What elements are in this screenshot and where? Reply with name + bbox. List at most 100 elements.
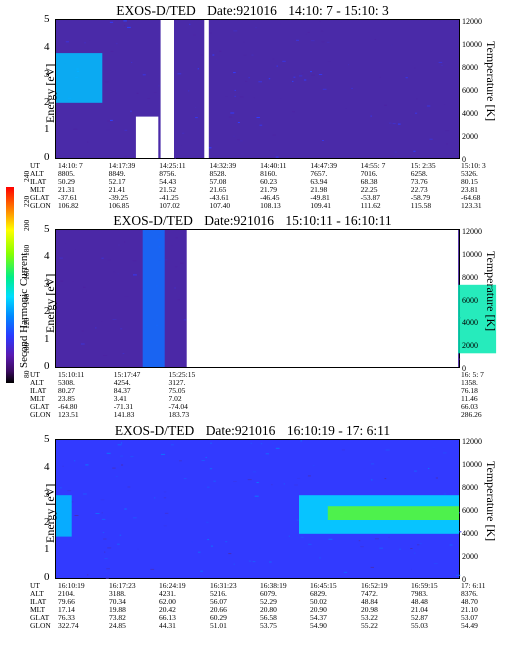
spectrogram-texture <box>268 78 271 80</box>
ephemeris-cell: 21.65 <box>209 185 227 194</box>
spectrogram-texture <box>103 355 108 357</box>
spectrogram-texture <box>109 21 114 23</box>
spectrogram-texture <box>85 464 89 466</box>
spectrogram-texture <box>140 287 145 289</box>
spectrogram-texture <box>294 484 298 486</box>
ephemeris-cell: 3127. <box>168 378 186 387</box>
spectrogram-texture <box>429 138 433 140</box>
ephemeris-row-label: GLON <box>30 621 51 630</box>
ephemeris-cell: 17: 6:11 <box>461 581 486 590</box>
spectrogram-texture <box>207 539 209 541</box>
spectrogram-texture <box>319 557 321 559</box>
spectrogram-texture <box>175 237 178 239</box>
y-tick-label: 2 <box>44 305 50 318</box>
y2-tick-label: 10000 <box>462 40 482 49</box>
y-tick-label: 0 <box>44 571 50 583</box>
spectrogram-texture <box>188 90 190 92</box>
spectrogram-texture <box>107 547 112 549</box>
spectrogram-texture <box>283 483 285 485</box>
ephemeris-row-label: UT <box>30 581 40 590</box>
spectrogram-texture <box>91 249 96 251</box>
ephemeris-cell: 106.85 <box>108 201 130 210</box>
ephemeris-row: GLAT -37.61 -39.25 -41.25 -43.61 -46.45 -49.81… <box>0 194 505 202</box>
spectrogram-texture <box>115 475 118 477</box>
ephemeris-row-label: GLAT <box>30 613 50 622</box>
spectrogram-texture <box>237 139 240 141</box>
spectrogram-texture <box>130 456 134 458</box>
ephemeris-cell: 15: 2:35 <box>410 161 436 170</box>
y-tick-label: 5 <box>44 433 50 445</box>
spectrogram-texture <box>318 74 323 75</box>
spectrogram-texture <box>433 563 438 565</box>
colorbar-gradient <box>6 187 14 383</box>
panel-title-date: Date:921016 <box>205 423 276 438</box>
ephemeris-cell: -39.25 <box>108 193 129 202</box>
spectrogram-texture <box>112 271 116 273</box>
ephemeris-cell: 51.01 <box>209 621 227 630</box>
spectrogram-texture <box>358 540 361 542</box>
spectrogram-texture <box>292 80 294 82</box>
ephemeris-row-label: GLAT <box>30 193 50 202</box>
spectrogram-texture <box>344 108 347 110</box>
spectrogram-texture <box>242 41 245 43</box>
ephemeris-cell: 75.05 <box>168 386 186 395</box>
y-tick-label: 3 <box>44 488 50 501</box>
spectrogram-texture <box>171 444 174 446</box>
ephemeris-row-label: ALT <box>30 169 44 178</box>
ephemeris-cell: 115.58 <box>410 201 432 210</box>
spectrogram-texture <box>174 287 176 289</box>
spectrogram-texture <box>185 518 188 520</box>
spectrogram-texture <box>414 470 417 472</box>
spectrogram-texture <box>268 150 271 152</box>
spectrogram-texture <box>95 513 100 514</box>
spectrogram-texture <box>72 281 75 283</box>
panel-title: EXOS-D/TED Date:921016 14:10: 7 - 15:10:… <box>0 3 505 18</box>
ephemeris-cell: 7657. <box>310 169 328 178</box>
spectrogram-texture <box>271 484 273 486</box>
spectrogram-texture <box>117 273 119 275</box>
spectrogram-texture <box>341 449 345 451</box>
spectrogram-texture <box>197 68 199 70</box>
ephemeris-row: MLT 23.85 3.41 7.02 11.46 <box>0 395 505 403</box>
spectrogram-texture <box>56 293 60 295</box>
spectrogram-texture <box>81 330 84 332</box>
spectrogram-texture <box>127 486 131 488</box>
ephemeris-cell: 20.90 <box>309 605 327 614</box>
ephemeris-cell: 52.29 <box>259 597 277 606</box>
y2-axis-label: Temperature [K] <box>484 461 498 542</box>
spectrogram-texture <box>252 561 256 563</box>
y-tick-label: 4 <box>44 250 50 263</box>
data-gap <box>204 20 209 158</box>
y-axis-label: Energy [eV] <box>43 63 57 123</box>
spectrogram-texture <box>443 493 447 495</box>
spectrogram-texture <box>201 460 205 461</box>
ephemeris-cell: 7472. <box>360 589 378 598</box>
spectrogram-canvas <box>56 20 450 159</box>
ephemeris-cell: 52.17 <box>108 177 126 186</box>
spectrogram-texture <box>259 124 263 126</box>
spectrogram-texture <box>303 79 307 81</box>
ephemeris-cell: 20.80 <box>259 605 277 614</box>
ephemeris-cell: 109.41 <box>310 201 331 210</box>
spectrogram-texture <box>399 548 401 550</box>
ephemeris-row: UT 14:10: 7 14:17:39 14:25:11 14:32:39 14:40:… <box>0 162 505 170</box>
y2-tick-label: 0 <box>462 155 466 164</box>
panel-title-date: Date:921016 <box>207 3 277 18</box>
spectrogram-texture <box>301 73 304 74</box>
ephemeris-cell: 54.43 <box>159 177 177 186</box>
panel-title-time: 16:10:19 - 17: 6:11 <box>286 423 391 438</box>
spectrogram-texture <box>117 543 120 545</box>
ephemeris-cell: 6258. <box>410 169 428 178</box>
ephemeris-cell: 48.48 <box>410 597 428 606</box>
spectrogram-texture <box>121 442 123 444</box>
ephemeris-cell: 183.73 <box>168 410 190 419</box>
spectrogram-texture <box>123 20 127 22</box>
ephemeris-row: ALT 5308. 4254. 3127. 1358. <box>0 379 505 387</box>
spectrogram-texture <box>131 62 133 63</box>
spectrogram-texture <box>67 490 72 492</box>
spectrogram-texture <box>225 541 228 543</box>
spectrogram-texture <box>237 122 240 123</box>
spectrogram-texture <box>213 480 216 482</box>
spectrogram-texture <box>174 266 178 268</box>
spectrogram-texture <box>260 443 263 445</box>
